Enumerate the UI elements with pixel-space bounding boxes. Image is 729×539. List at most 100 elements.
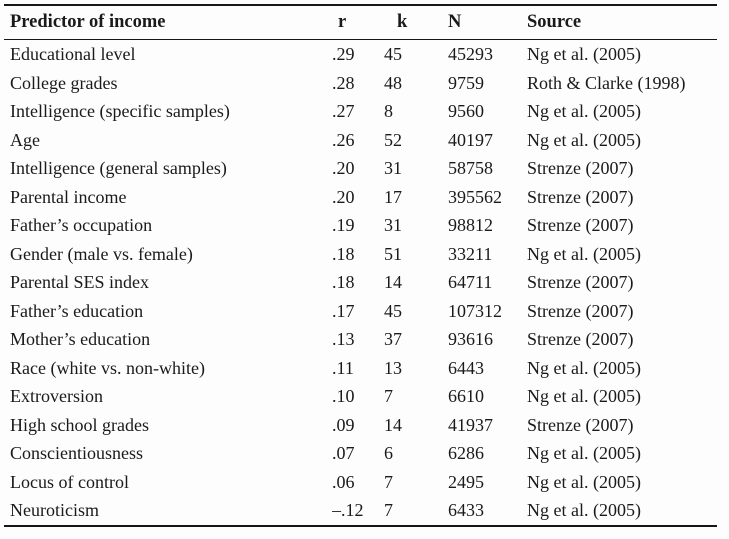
cell-predictor: Age — [10, 129, 40, 150]
cell-source: Strenze (2007) — [527, 186, 634, 207]
cell-k: 7 — [384, 386, 393, 407]
cell-predictor: Locus of control — [10, 471, 129, 492]
header-row: Predictor of income r k N Source — [4, 5, 717, 40]
table-row: Parental SES index .18 14 64711 Strenze … — [4, 268, 717, 297]
cell-r: .20 — [332, 186, 355, 207]
cell-predictor: College grades — [10, 72, 118, 93]
cell-r: .20 — [332, 158, 355, 179]
cell-source: Ng et al. (2005) — [527, 243, 641, 264]
cell-source: Strenze (2007) — [527, 414, 634, 435]
table-row: Father’s occupation .19 31 98812 Strenze… — [4, 211, 717, 240]
cell-r: .13 — [332, 329, 355, 350]
cell-r: .18 — [332, 243, 355, 264]
cell-r: .27 — [332, 101, 355, 122]
cell-k: 13 — [384, 357, 402, 378]
col-header-predictor: Predictor of income — [4, 5, 332, 40]
cell-k: 7 — [384, 500, 393, 521]
cell-k: 37 — [384, 329, 402, 350]
cell-predictor: Intelligence (general samples) — [10, 158, 227, 179]
cell-predictor: Gender (male vs. female) — [10, 243, 193, 264]
cell-n: 6610 — [448, 386, 484, 407]
table-body: Educational level .29 45 45293 Ng et al.… — [4, 40, 717, 526]
table-row: High school grades .09 14 41937 Strenze … — [4, 411, 717, 440]
cell-k: 8 — [384, 101, 393, 122]
col-header-r: r — [332, 5, 384, 40]
table-row: Educational level .29 45 45293 Ng et al.… — [4, 40, 717, 69]
cell-predictor: Intelligence (specific samples) — [10, 101, 230, 122]
cell-source: Strenze (2007) — [527, 300, 634, 321]
cell-n: 9560 — [448, 101, 484, 122]
cell-n: 58758 — [448, 158, 493, 179]
cell-r: .07 — [332, 443, 355, 464]
cell-k: 45 — [384, 44, 402, 65]
cell-source: Ng et al. (2005) — [527, 357, 641, 378]
cell-r: .28 — [332, 72, 355, 93]
cell-n: 395562 — [448, 186, 502, 207]
income-predictors-table-wrap: Predictor of income r k N Source Educati… — [4, 4, 717, 527]
cell-n: 9759 — [448, 72, 484, 93]
table-row: Parental income .20 17 395562 Strenze (2… — [4, 183, 717, 212]
cell-predictor: Father’s occupation — [10, 215, 153, 236]
cell-source: Ng et al. (2005) — [527, 101, 641, 122]
cell-source: Strenze (2007) — [527, 272, 634, 293]
col-header-n: N — [448, 5, 527, 40]
table-row: Age .26 52 40197 Ng et al. (2005) — [4, 126, 717, 155]
table-row: Gender (male vs. female) .18 51 33211 Ng… — [4, 240, 717, 269]
cell-r: .10 — [332, 386, 355, 407]
cell-k: 31 — [384, 158, 402, 179]
cell-n: 6443 — [448, 357, 484, 378]
cell-source: Strenze (2007) — [527, 329, 634, 350]
cell-r: .18 — [332, 272, 355, 293]
cell-n: 6286 — [448, 443, 484, 464]
cell-k: 14 — [384, 414, 402, 435]
cell-predictor: High school grades — [10, 414, 149, 435]
cell-source: Ng et al. (2005) — [527, 500, 641, 521]
cell-k: 52 — [384, 129, 402, 150]
table-row: Race (white vs. non-white) .11 13 6443 N… — [4, 354, 717, 383]
cell-predictor: Race (white vs. non-white) — [10, 357, 205, 378]
cell-predictor: Conscientiousness — [10, 443, 143, 464]
cell-source: Ng et al. (2005) — [527, 386, 641, 407]
cell-source: Roth & Clarke (1998) — [527, 72, 686, 93]
cell-predictor: Educational level — [10, 44, 136, 65]
cell-r: .17 — [332, 300, 355, 321]
cell-r: .06 — [332, 471, 355, 492]
cell-r: .11 — [332, 357, 354, 378]
cell-n: 45293 — [448, 44, 493, 65]
cell-predictor: Neuroticism — [10, 500, 99, 521]
cell-r: .26 — [332, 129, 355, 150]
cell-n: 40197 — [448, 129, 493, 150]
cell-k: 14 — [384, 272, 402, 293]
cell-k: 17 — [384, 186, 402, 207]
col-header-k: k — [384, 5, 448, 40]
table-row: Mother’s education .13 37 93616 Strenze … — [4, 325, 717, 354]
cell-source: Strenze (2007) — [527, 158, 634, 179]
cell-source: Ng et al. (2005) — [527, 129, 641, 150]
table-row: Father’s education .17 45 107312 Strenze… — [4, 297, 717, 326]
income-predictors-table: Predictor of income r k N Source Educati… — [4, 4, 717, 527]
table-row: Locus of control .06 7 2495 Ng et al. (2… — [4, 468, 717, 497]
cell-predictor: Father’s education — [10, 300, 144, 321]
cell-k: 6 — [384, 443, 393, 464]
cell-predictor: Extroversion — [10, 386, 103, 407]
cell-k: 48 — [384, 72, 402, 93]
cell-r: .29 — [332, 44, 355, 65]
cell-k: 31 — [384, 215, 402, 236]
cell-n: 41937 — [448, 414, 493, 435]
cell-source: Ng et al. (2005) — [527, 44, 641, 65]
table-row: Neuroticism –.12 7 6433 Ng et al. (2005) — [4, 496, 717, 526]
col-header-source: Source — [527, 5, 717, 40]
cell-r: .19 — [332, 215, 355, 236]
cell-n: 107312 — [448, 300, 502, 321]
cell-n: 2495 — [448, 471, 484, 492]
table-row: Conscientiousness .07 6 6286 Ng et al. (… — [4, 439, 717, 468]
cell-r: –.12 — [332, 500, 364, 521]
cell-source: Strenze (2007) — [527, 215, 634, 236]
cell-k: 51 — [384, 243, 402, 264]
cell-r: .09 — [332, 414, 355, 435]
cell-n: 93616 — [448, 329, 493, 350]
table-row: Extroversion .10 7 6610 Ng et al. (2005) — [4, 382, 717, 411]
table-row: College grades .28 48 9759 Roth & Clarke… — [4, 69, 717, 98]
cell-predictor: Parental SES index — [10, 272, 149, 293]
